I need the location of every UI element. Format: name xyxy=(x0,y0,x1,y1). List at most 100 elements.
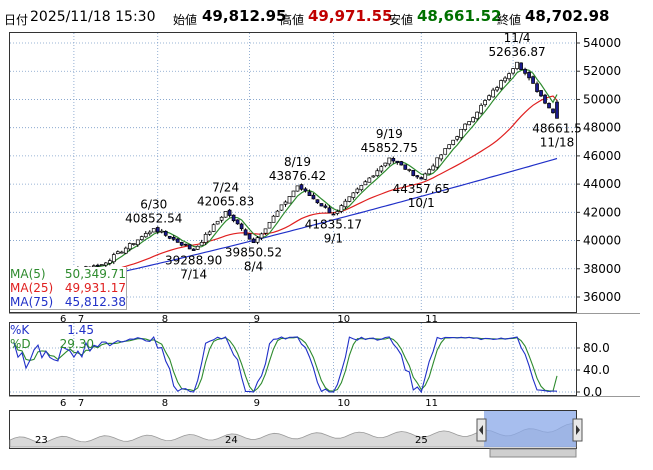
stoch-y-tick-label: 0.0 xyxy=(583,385,602,399)
candle-body xyxy=(167,235,172,239)
ma-legend-value: 45,812.38 xyxy=(64,295,126,309)
annotation-date: 6/30 xyxy=(140,198,167,212)
candle-body xyxy=(175,238,180,243)
candle-body xyxy=(467,121,472,126)
price-y-tick-label: 50000 xyxy=(583,92,621,106)
candle-body xyxy=(371,175,376,178)
stoch-legend: %K 1.45 %D 29.30 xyxy=(10,323,94,351)
candle-body xyxy=(191,248,196,251)
candle-body xyxy=(131,243,136,245)
price-y-axis: 36000 38000 40000 42000 44000 46000 48000 50000… xyxy=(576,36,621,304)
ma-legend-value: 49,931.17 xyxy=(64,281,126,295)
ma-legend: MA(5) 50,349.71 MA(25) 49,931.17 MA(75) 45,81… xyxy=(10,267,127,310)
price-y-tick-label: 44000 xyxy=(583,177,621,191)
annotation-value: 44357.65 xyxy=(393,182,450,196)
candle-body xyxy=(151,228,156,233)
price-x-axis: 6 7 8 9 10 11 xyxy=(60,314,438,325)
stoch-x-tick-label: 8 xyxy=(162,398,168,409)
candle-body xyxy=(235,219,240,225)
candle-body xyxy=(223,211,228,218)
annotation-date: 9/1 xyxy=(324,232,343,246)
annotation-value: 45852.75 xyxy=(361,141,418,155)
ma-legend-value: 50,349.71 xyxy=(64,267,126,281)
candle-body xyxy=(207,231,212,235)
navigator-x-tick-label: 23 xyxy=(35,435,48,446)
candle-body xyxy=(531,76,535,84)
candle-body xyxy=(487,95,491,100)
candle-body xyxy=(359,185,364,191)
candle-body xyxy=(355,188,360,193)
stoch-x-tick-label: 7 xyxy=(78,398,84,409)
stoch-x-tick-label: 10 xyxy=(337,398,350,409)
navigator-x-tick-label: 24 xyxy=(225,435,238,446)
open-label: 始値 xyxy=(173,13,198,27)
candle-body xyxy=(115,251,120,255)
navigator-scrollbar xyxy=(489,448,577,458)
datetime: 2025/11/18 15:30 xyxy=(30,9,156,25)
price-header: 日付 2025/11/18 15:30 始値 49,812.95 高値 49,9… xyxy=(0,0,653,32)
price-x-tick-label: 9 xyxy=(254,314,260,325)
candle-body xyxy=(295,185,300,192)
candle-body xyxy=(279,204,284,211)
candle-body xyxy=(92,265,96,268)
candle-body xyxy=(231,214,236,222)
candle-body xyxy=(255,237,260,243)
annotation-value: 52636.87 xyxy=(488,45,545,59)
candle-body xyxy=(315,199,320,204)
candle-body xyxy=(367,177,372,183)
stoch-legend-label: %K xyxy=(10,323,30,337)
candle-body xyxy=(239,223,244,230)
navigator[interactable]: 23 24 25 xyxy=(9,411,583,458)
ma-legend-row: MA(75) 45,812.38 xyxy=(10,295,126,309)
candle-body xyxy=(327,207,332,214)
price-y-tick-label: 48000 xyxy=(583,121,621,135)
annotation-date: 11/4 xyxy=(504,31,531,45)
annotation-value: 43876.42 xyxy=(269,169,326,183)
candle-body xyxy=(347,196,352,202)
candle-body xyxy=(479,104,483,114)
annotation-date: 10/1 xyxy=(408,196,435,210)
candle-body xyxy=(459,128,464,138)
annotation-date: 9/19 xyxy=(376,127,403,141)
stoch-k-line xyxy=(13,335,558,394)
annotation-date: 11/18 xyxy=(540,135,575,149)
ma-legend-label: MA(25) xyxy=(10,281,54,295)
low-value: 48,661.52 xyxy=(417,7,502,25)
price-grid xyxy=(10,33,576,312)
candle-body xyxy=(95,264,100,267)
price-y-tick-label: 52000 xyxy=(583,64,621,78)
candle-body xyxy=(247,233,252,240)
annotation-date: 8/4 xyxy=(244,260,263,274)
candle-body xyxy=(535,83,539,92)
candle-body xyxy=(227,209,232,216)
ma-legend-row: MA(5) 50,349.71 xyxy=(10,267,126,281)
candle-body xyxy=(111,254,116,263)
candle-body xyxy=(307,191,312,196)
candle-body xyxy=(339,205,344,212)
candle-body xyxy=(439,154,444,160)
candle-body xyxy=(127,243,132,250)
stoch-legend-value: 29.30 xyxy=(59,337,94,351)
annotation-value: 39850.52 xyxy=(225,246,282,260)
candle-body xyxy=(463,123,468,130)
candle-body xyxy=(179,242,184,246)
stoch-lines xyxy=(13,335,558,394)
candle-body xyxy=(387,157,392,165)
stoch-grid xyxy=(10,323,576,395)
candle-body xyxy=(495,87,499,91)
candle-body xyxy=(139,236,144,240)
annotation-value: 42065.83 xyxy=(197,194,254,208)
candle-body xyxy=(455,136,460,140)
candle-body xyxy=(499,80,503,89)
candle-body xyxy=(195,245,200,250)
candle-body xyxy=(411,169,416,176)
candle-body xyxy=(331,213,336,216)
stoch-panel-frame xyxy=(9,322,577,396)
candle-body xyxy=(555,101,559,119)
candle-body xyxy=(447,144,452,149)
candle-body xyxy=(267,221,272,229)
candle-body xyxy=(527,71,531,79)
annotation-date: 7/24 xyxy=(212,180,239,194)
candle-body xyxy=(483,100,487,106)
chevron-left-icon xyxy=(479,425,483,435)
